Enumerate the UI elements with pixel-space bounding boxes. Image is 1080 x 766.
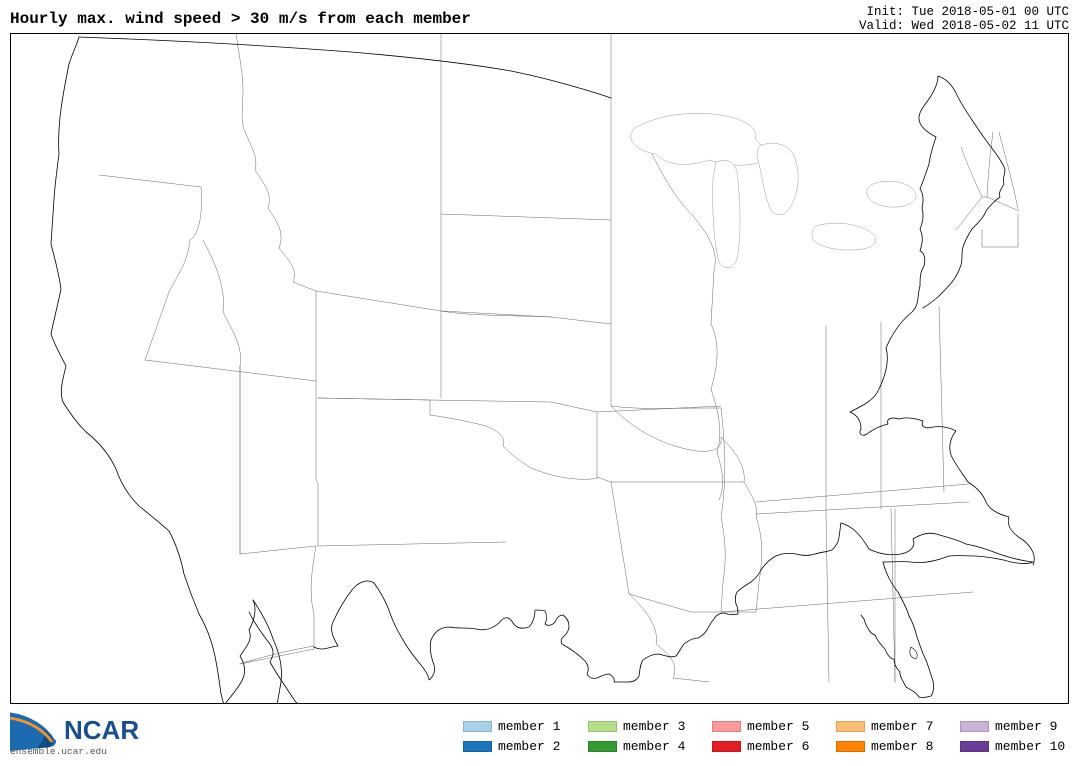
svg-text:ensemble.ucar.edu: ensemble.ucar.edu xyxy=(10,746,107,756)
svg-text:NCAR: NCAR xyxy=(64,715,139,745)
